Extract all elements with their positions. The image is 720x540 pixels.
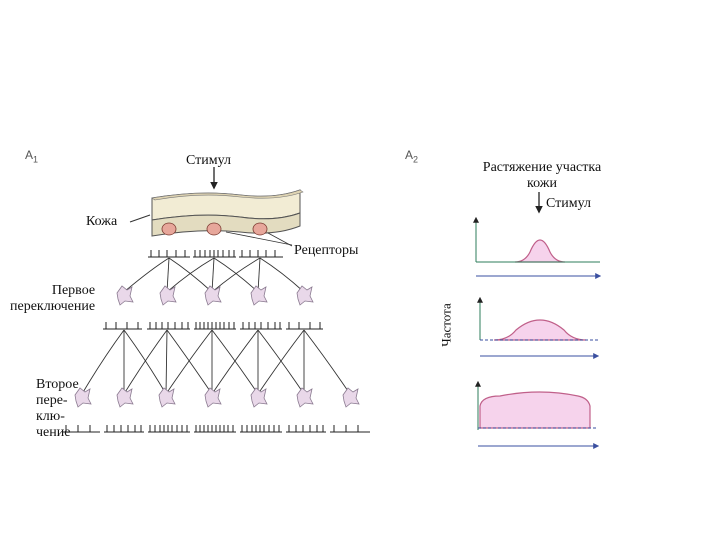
- neuron: [116, 285, 134, 306]
- response-graph-1: [473, 216, 602, 279]
- second-relay-label: Второе пере- клю- чение: [36, 377, 79, 440]
- panel-a1-label: A1: [25, 148, 39, 165]
- panel-a2-label: A2: [405, 148, 419, 165]
- neuron: [204, 285, 222, 306]
- neuron: [116, 387, 134, 408]
- first-relay-label: Первое переключение: [10, 283, 96, 314]
- neuron: [159, 285, 177, 306]
- neuron: [296, 387, 314, 408]
- neuron: [250, 285, 268, 306]
- first-relay-neurons: [116, 285, 314, 306]
- neuron: [250, 387, 268, 408]
- neuron: [158, 387, 176, 408]
- receptor: [161, 222, 177, 236]
- stimulus-label-a1: Стимул: [186, 153, 231, 168]
- receptor-spike-trains: [148, 250, 283, 258]
- neuron: [342, 387, 360, 408]
- a2-title: Растяжение участка кожи: [482, 160, 602, 191]
- response-graph-2: [477, 296, 600, 359]
- response-graph-3: [475, 380, 600, 449]
- neuron: [74, 387, 92, 408]
- second-relay-neurons: [74, 387, 360, 408]
- receptors-label: Рецепторы: [294, 243, 359, 258]
- receptors: [161, 222, 293, 247]
- neuron: [204, 387, 222, 408]
- skin-label: Кожа: [86, 214, 118, 229]
- receptor: [252, 222, 268, 236]
- first-relay-connections: [123, 257, 305, 293]
- neuron: [296, 285, 314, 306]
- second-relay-connections: [81, 329, 351, 395]
- stimulus-label-a2: Стимул: [546, 196, 591, 211]
- receptor: [206, 222, 222, 236]
- first-relay-spike-trains: [103, 322, 323, 330]
- second-relay-spike-trains: [62, 425, 370, 433]
